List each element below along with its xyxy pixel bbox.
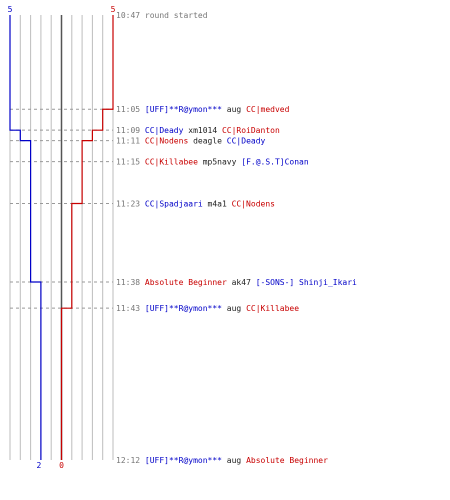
event-part-1: m4a1 [203, 199, 232, 208]
event-part-0: [UFF]**R@ymon*** [145, 304, 222, 313]
red-team-score-line [60, 15, 114, 460]
event-part-0: round started [145, 11, 208, 20]
event-time: 11:11 [116, 137, 145, 146]
event-part-2: [-SONS-] Shinji_Ikari [256, 278, 357, 287]
event-time: 11:15 [116, 158, 145, 167]
event-text-1: 11:05 [UFF]**R@ymon*** aug CC|medved [116, 105, 290, 114]
event-text-2: 11:09 CC|Deady xm1014 CC|RoiDanton [116, 126, 280, 135]
event-part-0: CC|Killabee [145, 158, 198, 167]
blue-end-score-label: 2 [36, 461, 41, 470]
event-part-0: [UFF]**R@ymon*** [145, 456, 222, 465]
event-text-4: 11:15 CC|Killabee mp5navy [F.@.S.T]Conan [116, 158, 309, 167]
event-part-0: CC|Spadjaari [145, 199, 203, 208]
event-time: 12:12 [116, 456, 145, 465]
event-text-3: 11:11 CC|Nodens deagle CC|Deady [116, 137, 266, 146]
blue-team-score-line [9, 15, 42, 460]
event-text-0: 10:47 round started [116, 11, 208, 20]
event-part-0: Absolute Beginner [145, 278, 227, 287]
event-time: 11:09 [116, 126, 145, 135]
event-part-2: CC|RoiDanton [222, 126, 280, 135]
event-part-2: CC|medved [246, 105, 290, 114]
event-time: 10:47 [116, 11, 145, 20]
event-text-8: 12:12 [UFF]**R@ymon*** aug Absolute Begi… [116, 456, 328, 465]
event-part-1: aug [222, 304, 246, 313]
event-part-1: aug [222, 105, 246, 114]
red-end-score-label: 0 [59, 461, 64, 470]
event-time: 11:38 [116, 278, 145, 287]
event-part-1: deagle [188, 137, 227, 146]
event-part-2: CC|Nodens [232, 199, 276, 208]
blue-start-score-label: 5 [8, 5, 13, 14]
event-part-0: [UFF]**R@ymon*** [145, 105, 222, 114]
event-text-7: 11:43 [UFF]**R@ymon*** aug CC|Killabee [116, 304, 299, 313]
event-text-6: 11:38 Absolute Beginner ak47 [-SONS-] Sh… [116, 278, 357, 287]
event-part-1: xm1014 [183, 126, 222, 135]
event-time: 11:43 [116, 304, 145, 313]
event-part-1: ak47 [227, 278, 256, 287]
event-part-1: aug [222, 456, 246, 465]
event-part-0: CC|Deady [145, 126, 184, 135]
event-part-2: CC|Deady [227, 137, 266, 146]
event-time: 11:23 [116, 199, 145, 208]
event-part-1: mp5navy [198, 158, 241, 167]
event-part-2: [F.@.S.T]Conan [241, 158, 309, 167]
event-text-5: 11:23 CC|Spadjaari m4a1 CC|Nodens [116, 199, 275, 208]
event-time: 11:05 [116, 105, 145, 114]
event-part-2: CC|Killabee [246, 304, 299, 313]
event-part-0: CC|Nodens [145, 137, 189, 146]
event-part-2: Absolute Beginner [246, 456, 328, 465]
red-start-score-label: 5 [111, 5, 116, 14]
